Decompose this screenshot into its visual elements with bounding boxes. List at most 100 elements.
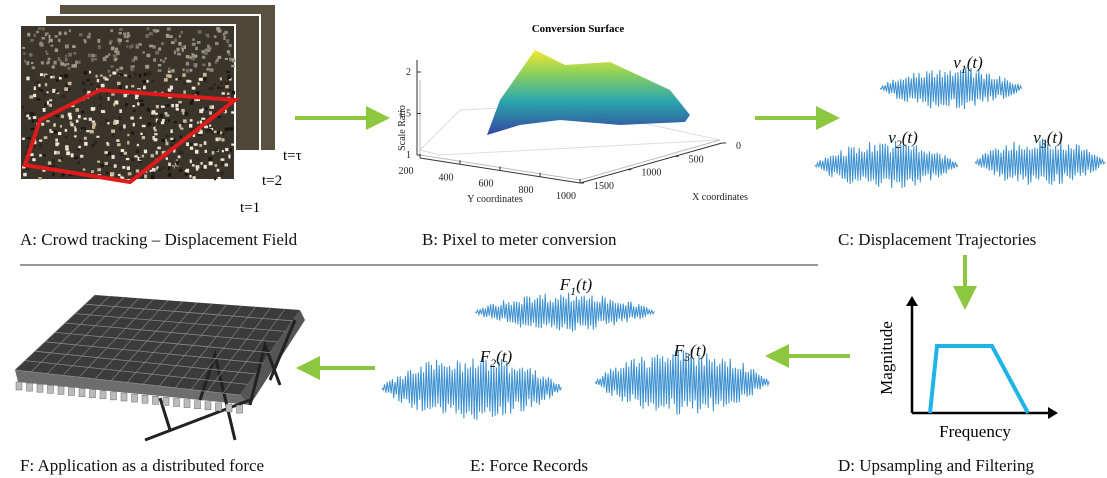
crowd-dot bbox=[50, 44, 54, 47]
crowd-dot bbox=[155, 118, 158, 123]
plot-title: Conversion Surface bbox=[532, 23, 625, 35]
crowd-dot bbox=[93, 54, 97, 58]
crowd-dot bbox=[60, 157, 63, 161]
crowd-dot bbox=[164, 119, 167, 124]
crowd-dot bbox=[112, 54, 117, 58]
crowd-dot bbox=[61, 173, 65, 177]
crowd-dot bbox=[138, 73, 142, 78]
crowd-dot bbox=[177, 76, 182, 81]
crowd-dot bbox=[216, 58, 219, 62]
crowd-dot bbox=[89, 130, 94, 134]
signal-wave bbox=[381, 356, 562, 420]
crowd-dot bbox=[66, 151, 71, 156]
crowd-dot bbox=[67, 87, 71, 91]
crowd-dot bbox=[83, 126, 86, 131]
crowd-dot bbox=[88, 117, 92, 121]
crowd-dot bbox=[181, 122, 184, 126]
crowd-dot bbox=[31, 66, 36, 70]
crowd-dot bbox=[77, 161, 80, 165]
crowd-dot bbox=[127, 172, 132, 176]
signal-arg: (t) bbox=[690, 341, 706, 360]
crowd-dot bbox=[55, 142, 60, 145]
crowd-dot bbox=[199, 130, 203, 134]
surface-plot bbox=[416, 50, 723, 184]
support bbox=[131, 393, 138, 403]
y-tick-label: 1000 bbox=[556, 191, 576, 202]
crowd-dot bbox=[78, 33, 83, 37]
crowd-dot bbox=[146, 107, 151, 112]
crowd-dot bbox=[105, 119, 109, 122]
crowd-dot bbox=[224, 30, 228, 35]
crowd-dot bbox=[54, 48, 58, 53]
crowd-dot bbox=[134, 72, 137, 76]
crowd-dot bbox=[225, 147, 229, 152]
crowd-dot bbox=[169, 69, 173, 73]
crowd-dot bbox=[52, 163, 56, 168]
caption: D: Upsampling and Filtering bbox=[838, 456, 1034, 475]
signal-arg: (t) bbox=[967, 53, 983, 72]
crowd-dot bbox=[227, 75, 231, 79]
crowd-dot bbox=[32, 145, 36, 148]
crowd-dot bbox=[57, 38, 61, 43]
crowd-dot bbox=[175, 78, 180, 81]
crowd-dot bbox=[206, 67, 210, 71]
crowd-dot bbox=[65, 145, 69, 148]
crowd-dot bbox=[207, 34, 210, 38]
crowd-dot bbox=[119, 152, 124, 156]
crowd-dot bbox=[176, 47, 180, 52]
crowd-dot bbox=[170, 129, 173, 134]
crowd-dot bbox=[221, 92, 225, 95]
crowd-dot bbox=[211, 151, 215, 155]
crowd-dot bbox=[230, 127, 234, 131]
crowd-dot bbox=[22, 46, 26, 49]
crowd-dot bbox=[51, 75, 55, 79]
crowd-dot bbox=[62, 94, 66, 98]
crowd-dot bbox=[215, 147, 219, 152]
crowd-dot bbox=[196, 157, 200, 161]
signal-index: 1 bbox=[961, 62, 967, 76]
crowd-dot bbox=[181, 108, 185, 113]
crowd-dot bbox=[170, 137, 174, 140]
crowd-dot bbox=[158, 47, 162, 51]
crowd-dot bbox=[167, 173, 172, 177]
signal-symbol: v bbox=[1033, 128, 1041, 147]
crowd-dot bbox=[167, 88, 172, 92]
crowd-dot bbox=[164, 112, 168, 115]
crowd-dot bbox=[178, 150, 182, 155]
crowd-dot bbox=[156, 166, 159, 171]
signal-label: v1(t) bbox=[953, 53, 983, 76]
structure-line bbox=[74, 313, 286, 332]
crowd-dot bbox=[204, 149, 208, 153]
crowd-dot bbox=[166, 74, 170, 78]
crowd-dot bbox=[131, 58, 135, 63]
crowd-dot bbox=[139, 99, 144, 102]
crowd-dot bbox=[209, 128, 212, 132]
crowd-dot bbox=[92, 125, 96, 129]
crowd-dot bbox=[75, 108, 79, 112]
crowd-dot bbox=[95, 74, 98, 78]
crowd-dot bbox=[155, 50, 160, 55]
crowd-dot bbox=[135, 46, 139, 49]
crowd-dot bbox=[46, 61, 49, 65]
crowd-dot bbox=[30, 112, 34, 116]
crowd-dot bbox=[118, 42, 121, 45]
z-tick-label: 1 bbox=[406, 150, 411, 161]
crowd-dot bbox=[223, 37, 226, 41]
crowd-dot bbox=[73, 51, 77, 55]
crowd-dot bbox=[178, 124, 182, 128]
crowd-dot bbox=[111, 93, 115, 96]
crowd-dot bbox=[108, 53, 111, 56]
crowd-dot bbox=[169, 35, 173, 39]
crowd-dot bbox=[113, 164, 117, 168]
crowd-dot bbox=[117, 173, 121, 176]
crowd-dot bbox=[26, 145, 31, 149]
crowd-dot bbox=[153, 138, 158, 142]
crowd-dot bbox=[135, 169, 140, 173]
crowd-dot bbox=[189, 68, 193, 72]
crowd-dot bbox=[96, 135, 100, 138]
crowd-dot bbox=[157, 168, 162, 172]
crowd-dot bbox=[181, 151, 184, 155]
crowd-dot bbox=[91, 53, 95, 58]
crowd-dot bbox=[39, 73, 44, 77]
crowd-dot bbox=[119, 73, 124, 76]
